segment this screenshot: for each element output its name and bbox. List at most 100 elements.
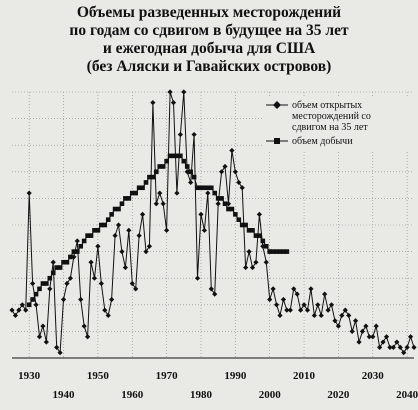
data-point-discoveries bbox=[352, 318, 359, 324]
data-point-discoveries bbox=[328, 302, 335, 308]
data-point-production bbox=[164, 158, 169, 164]
data-point-discoveries bbox=[133, 286, 139, 292]
data-point-production bbox=[274, 249, 279, 254]
data-point-discoveries bbox=[174, 190, 180, 196]
series-line-discoveries bbox=[11, 91, 415, 355]
data-point-discoveries bbox=[366, 334, 372, 340]
data-point-discoveries bbox=[208, 286, 214, 292]
x-tick-label: 2020 bbox=[327, 389, 350, 401]
data-point-discoveries bbox=[54, 344, 60, 350]
data-point-production bbox=[64, 259, 70, 265]
x-tick-label: 2010 bbox=[293, 370, 316, 382]
chart-title: Объемы разведенных месторождений по года… bbox=[0, 4, 418, 76]
data-point-discoveries bbox=[16, 307, 22, 313]
chart-title-line-2: по годам со сдвигом в будущее на 35 лет bbox=[69, 22, 349, 39]
data-point-discoveries bbox=[150, 100, 156, 106]
data-point-discoveries bbox=[23, 307, 29, 313]
x-tick-label: 1940 bbox=[53, 389, 76, 401]
data-point-production bbox=[212, 190, 218, 196]
data-point-production bbox=[219, 196, 224, 201]
data-point-production bbox=[136, 185, 142, 191]
data-point-production bbox=[229, 206, 235, 212]
data-point-discoveries bbox=[311, 312, 317, 319]
data-point-production bbox=[154, 169, 159, 175]
data-point-discoveries bbox=[249, 264, 256, 271]
data-point-discoveries bbox=[201, 227, 208, 233]
data-point-production bbox=[233, 212, 238, 217]
data-point-production bbox=[88, 233, 94, 238]
data-point-discoveries bbox=[50, 259, 56, 265]
data-point-discoveries bbox=[273, 302, 280, 308]
data-point-discoveries bbox=[105, 312, 111, 319]
data-point-discoveries bbox=[380, 339, 386, 345]
data-point-production bbox=[40, 281, 46, 286]
data-point-discoveries bbox=[47, 286, 53, 292]
data-point-production bbox=[208, 185, 214, 191]
data-point-production bbox=[102, 222, 108, 228]
data-point-production bbox=[267, 249, 272, 254]
data-point-discoveries bbox=[36, 334, 43, 340]
data-point-production bbox=[263, 243, 269, 249]
x-tick-label: 1990 bbox=[224, 370, 247, 382]
data-point-production bbox=[57, 265, 63, 270]
data-point-discoveries bbox=[397, 344, 403, 350]
data-point-discoveries bbox=[370, 334, 376, 340]
data-point-discoveries bbox=[81, 323, 87, 329]
data-point-production bbox=[129, 190, 135, 196]
data-point-discoveries bbox=[9, 307, 15, 313]
data-point-discoveries bbox=[112, 233, 118, 239]
data-point-discoveries bbox=[119, 249, 125, 255]
data-point-discoveries bbox=[394, 339, 400, 345]
data-point-discoveries bbox=[277, 312, 283, 319]
data-point-discoveries bbox=[222, 163, 228, 170]
data-point-production bbox=[150, 174, 156, 180]
data-point-production bbox=[68, 254, 73, 260]
data-point-discoveries bbox=[401, 350, 407, 356]
data-point-discoveries bbox=[304, 307, 311, 313]
data-point-production bbox=[246, 228, 252, 233]
data-point-discoveries bbox=[315, 302, 321, 308]
data-point-production bbox=[33, 291, 39, 297]
data-point-production bbox=[198, 185, 204, 191]
data-point-discoveries bbox=[373, 323, 379, 329]
data-point-production bbox=[239, 222, 245, 228]
data-point-production bbox=[160, 164, 166, 169]
legend-label-discoveries: объем открытых месторождений со сдвигом … bbox=[292, 100, 373, 133]
data-point-discoveries bbox=[377, 344, 383, 350]
x-tick-label: 1980 bbox=[190, 389, 213, 401]
data-point-discoveries bbox=[239, 185, 245, 191]
data-point-discoveries bbox=[126, 227, 132, 233]
data-point-discoveries bbox=[291, 286, 297, 292]
data-point-discoveries bbox=[383, 334, 390, 340]
x-tick-label: 1950 bbox=[87, 370, 110, 382]
data-point-production bbox=[50, 270, 56, 276]
data-point-discoveries bbox=[256, 211, 262, 217]
data-point-discoveries bbox=[143, 249, 149, 255]
data-point-discoveries bbox=[342, 307, 348, 313]
x-tick-label: 1970 bbox=[156, 370, 179, 382]
data-point-production bbox=[284, 249, 290, 254]
data-point-production bbox=[257, 233, 262, 238]
data-point-discoveries bbox=[253, 259, 259, 265]
data-point-discoveries bbox=[215, 201, 221, 207]
data-point-production bbox=[74, 249, 80, 254]
data-point-discoveries bbox=[346, 312, 352, 319]
data-point-production bbox=[37, 286, 42, 292]
x-tick-label: 2040 bbox=[396, 389, 418, 401]
data-point-discoveries bbox=[411, 344, 417, 350]
data-point-production bbox=[109, 212, 114, 217]
data-point-discoveries bbox=[26, 190, 32, 196]
data-point-discoveries bbox=[78, 296, 84, 303]
data-point-discoveries bbox=[263, 259, 269, 265]
data-point-production bbox=[195, 185, 200, 191]
data-point-production bbox=[243, 222, 248, 228]
data-point-discoveries bbox=[294, 291, 300, 297]
data-point-discoveries bbox=[188, 179, 194, 186]
data-point-production bbox=[188, 169, 193, 175]
data-point-discoveries bbox=[12, 312, 19, 319]
data-point-production bbox=[92, 228, 97, 233]
data-point-production bbox=[126, 196, 132, 201]
data-point-production bbox=[226, 206, 231, 212]
